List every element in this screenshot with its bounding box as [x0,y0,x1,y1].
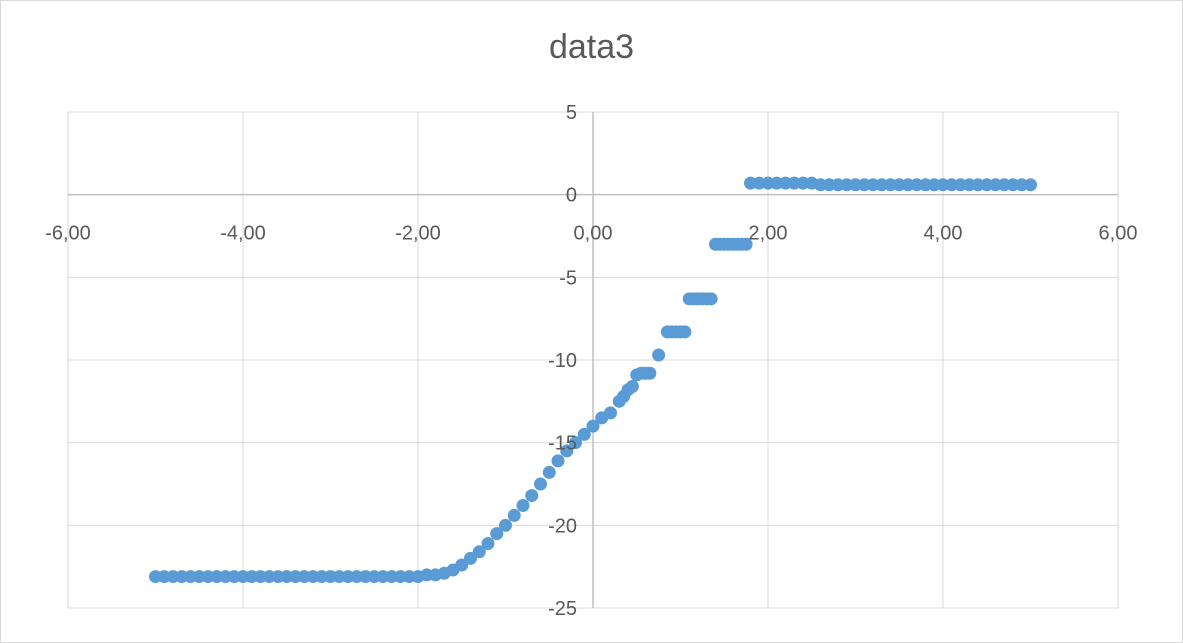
data-point [739,237,753,251]
x-tick-labels: -6,00 -4,00 -2,00 0,00 2,00 4,00 6,00 [45,223,1137,245]
data-points [149,176,1037,584]
y-tick-labels: 5 0 -5 -10 -15 -20 -25 [548,102,577,620]
y-tick-label: -25 [548,598,577,620]
x-tick-label: -6,00 [45,223,91,245]
data-point [625,379,639,393]
data-point [516,498,530,512]
y-tick-label: -5 [559,267,577,289]
data-point [652,348,666,362]
data-point [704,292,718,306]
data-point [490,527,504,541]
y-tick-label: -15 [548,433,577,455]
data-point [586,419,600,433]
data-point [481,537,495,551]
data-point [542,465,556,479]
data-point [525,489,539,503]
data-point [534,477,547,491]
x-tick-label: 0,00 [574,223,613,245]
x-tick-label: -4,00 [220,223,266,245]
data-point [643,366,657,380]
x-tick-label: 6,00 [1099,223,1138,245]
axes [68,112,1118,608]
data-point [560,444,574,458]
x-tick-label: 2,00 [749,223,788,245]
x-tick-label: 4,00 [924,223,963,245]
y-tick-label: 0 [566,185,577,207]
data-point [577,427,591,441]
data-point [1024,178,1037,192]
data-point [678,325,692,339]
y-tick-label: -10 [548,350,577,372]
data-point [551,454,565,468]
data-point [507,508,521,522]
data-point [499,518,512,532]
data-point [472,545,486,559]
data-point [604,406,617,420]
data-point [569,436,582,450]
y-tick-label: 5 [566,102,577,124]
y-tick-label: -20 [548,515,577,537]
chart-title: data3 [548,28,635,66]
x-tick-label: -2,00 [395,223,441,245]
